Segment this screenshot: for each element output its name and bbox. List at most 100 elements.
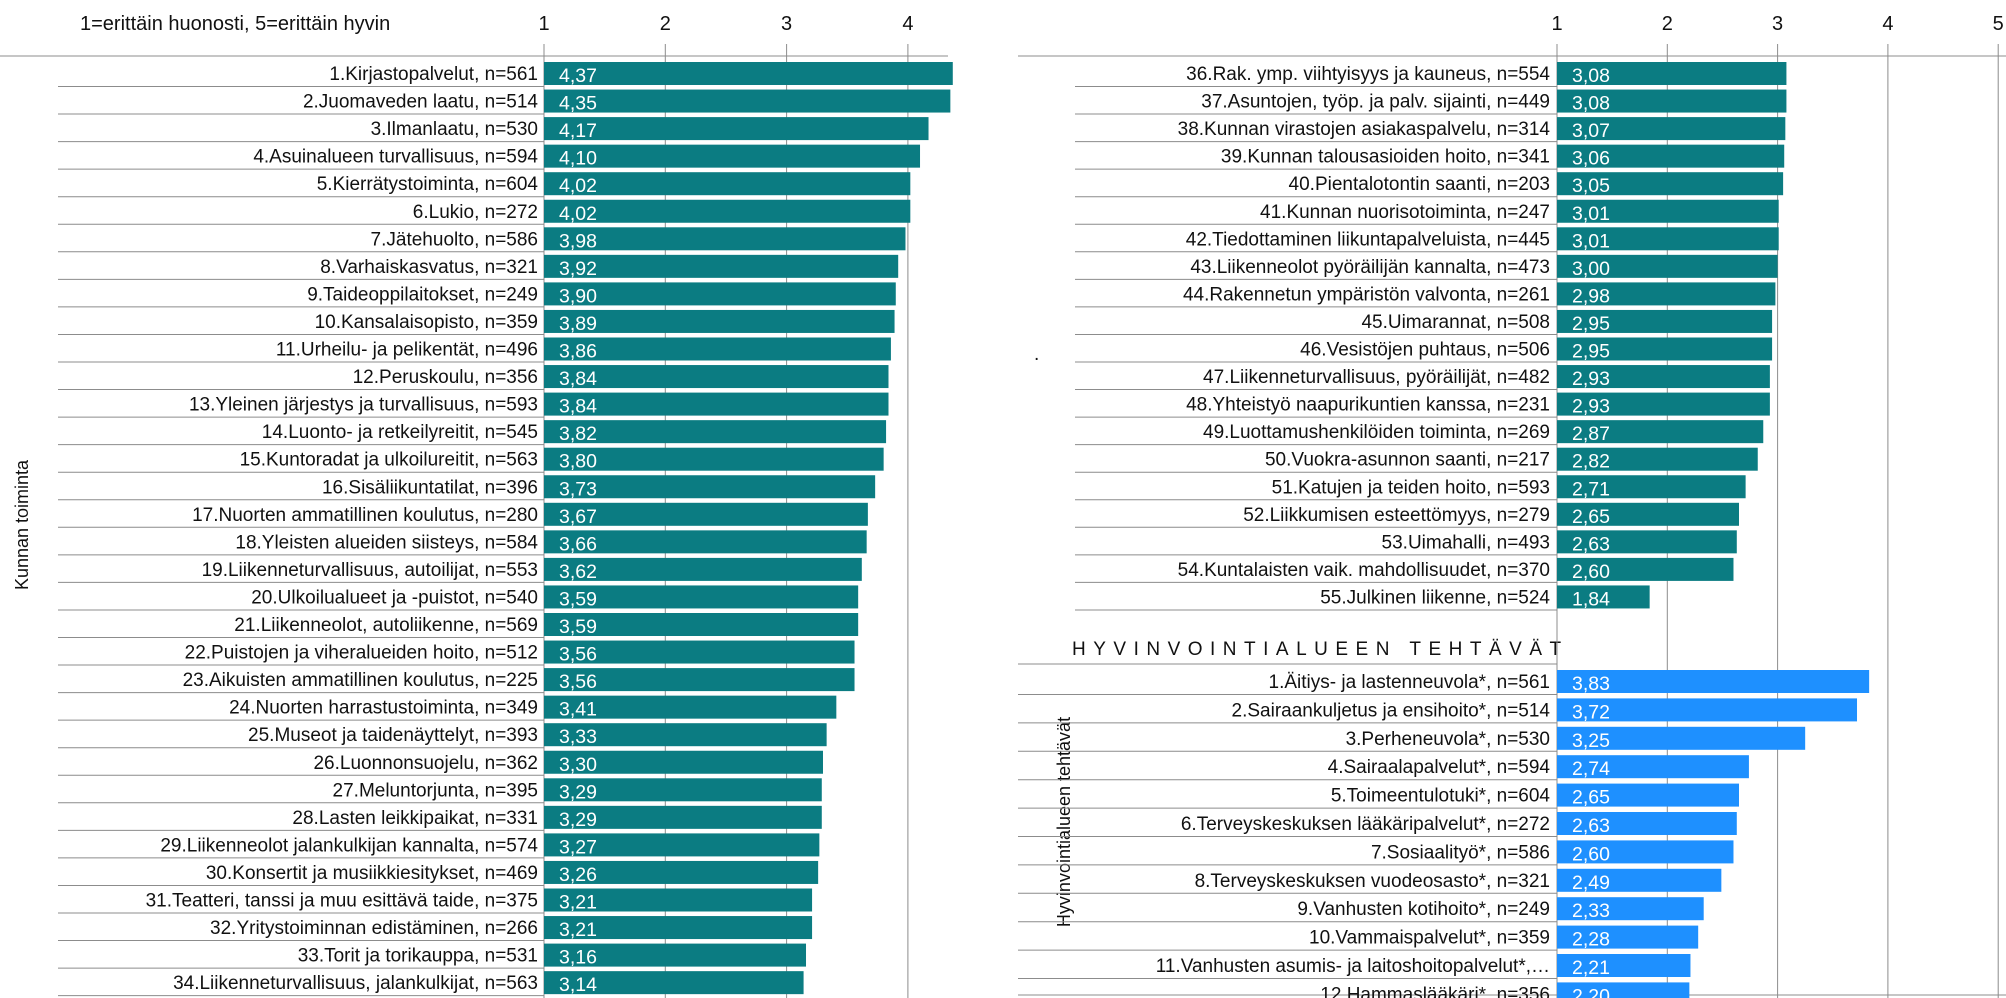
bar [544,89,951,113]
value-label: 3,92 [559,258,597,280]
bar [544,695,837,719]
value-label: 3,56 [559,644,597,666]
category-label: 47.Liikenneturvallisuus, pyöräilijät, n=… [1203,367,1550,388]
value-label: 3,56 [559,671,597,693]
value-label: 3,59 [559,588,597,610]
bar [544,640,855,664]
bar [544,172,911,196]
bar-panel-left: 1.Kirjastopalvelut, n=561 4,37 2.Juomavede… [58,62,953,997]
bar [1557,530,1737,554]
category-label: 4.Sairaalapalvelut*, n=594 [1328,757,1551,778]
value-label: 3,80 [559,451,597,473]
category-label: 51.Katujen ja teiden hoito, n=593 [1272,477,1550,498]
value-label: 3,08 [1572,93,1610,115]
bar [544,392,889,416]
value-label: 3,84 [559,368,597,390]
category-label: 6.Terveyskeskuksen lääkäripalvelut*, n=2… [1181,814,1550,835]
value-label: 2,65 [1572,787,1610,809]
value-label: 2,63 [1572,815,1610,837]
value-label: 3,01 [1572,230,1610,252]
value-label: 3,90 [559,285,597,307]
bar [1557,502,1739,526]
category-label: 53.Uimahalli, n=493 [1382,532,1550,553]
section-header: HYVINVOINTIALUEEN TEHTÄVÄT [1072,639,1569,660]
bar [1557,475,1746,499]
category-label: 48.Yhteistyö naapurikuntien kanssa, n=23… [1186,395,1550,416]
category-label: 27.Meluntorjunta, n=395 [333,780,538,801]
bar [1557,227,1779,251]
value-label: 3,72 [1572,701,1610,723]
bar [544,282,896,306]
category-label: 37.Asuntojen, työp. ja palv. sijainti, n… [1201,92,1550,113]
bar [544,557,862,581]
bar [544,668,855,692]
value-label: 2,65 [1572,506,1610,528]
category-label: 11.Vanhusten asumis- ja laitoshoitopalve… [1156,956,1550,977]
bar [544,778,822,802]
value-label: 2,95 [1572,313,1610,335]
bar [544,254,899,278]
category-label: 34.Liikenneturvallisuus, jalankulkijat, … [173,973,538,994]
bar [1557,337,1773,361]
category-label: 11.Urheilu- ja pelikentät, n=496 [276,340,538,361]
bar [544,227,906,251]
value-label: 3,01 [1572,203,1610,225]
bar-panel-hyvinvointialue: 1.Äitiys- ja lastenneuvola*, n=561 3,83 2.… [1018,663,1870,998]
bar [544,530,867,554]
bar [1557,89,1787,113]
category-label: 23.Aikuisten ammatillinen koulutus, n=22… [183,670,538,691]
value-label: 2,82 [1572,451,1610,473]
bar [544,943,807,967]
category-label: 4.Asuinalueen turvallisuus, n=594 [253,147,538,168]
category-label: 52.Liikkumisen esteettömyys, n=279 [1243,505,1550,526]
value-label: 2,33 [1572,900,1610,922]
tick-label: 4 [1882,13,1893,35]
category-label: 6.Lukio, n=272 [413,202,538,223]
bar [1557,868,1722,892]
category-label: 2.Juomaveden laatu, n=514 [303,92,538,113]
category-label: 7.Jätehuolto, n=586 [371,229,538,250]
category-label: 50.Vuokra-asunnon saanti, n=217 [1265,450,1550,471]
value-label: 2,20 [1572,985,1610,998]
category-label: 12.Peruskoulu, n=356 [353,367,538,388]
tick-label: 3 [1772,13,1783,35]
category-label: 36.Rak. ymp. viihtyisyys ja kauneus, n=5… [1186,64,1550,85]
bar [1557,840,1734,864]
category-label: 30.Konsertit ja musiikkiesitykset, n=469 [206,863,538,884]
bar [544,502,868,526]
value-label: 3,73 [559,478,597,500]
value-label: 3,83 [1572,673,1610,695]
bar [1557,557,1734,581]
value-label: 3,82 [559,423,597,445]
value-label: 2,93 [1572,368,1610,390]
value-label: 2,28 [1572,929,1610,951]
value-label: 3,16 [559,947,597,969]
bar [544,585,859,609]
value-label: 3,05 [1572,175,1610,197]
bar [1557,62,1787,85]
value-label: 3,33 [559,726,597,748]
category-label: 8.Terveyskeskuksen vuodeosasto*, n=321 [1195,871,1550,892]
bar [1557,254,1778,278]
tick-label: 2 [660,13,671,35]
category-label: 12.Hammaslääkäri*, n=356 [1320,984,1550,998]
category-label: 43.Liikenneolot pyöräilijän kannalta, n=… [1190,257,1550,278]
tick-label: 1 [1551,13,1562,35]
category-label: 5.Kierrätystoiminta, n=604 [317,174,539,195]
bar [544,117,929,141]
value-label: 2,60 [1572,843,1610,865]
bar [544,888,813,912]
value-label: 4,10 [559,148,597,170]
category-label: 55.Julkinen liikenne, n=524 [1320,587,1550,608]
bar [544,420,887,444]
bar [544,309,895,333]
bar [544,805,822,829]
value-label: 2,93 [1572,396,1610,418]
category-label: 46.Vesistöjen puhtaus, n=506 [1300,340,1550,361]
value-label: 4,17 [559,120,597,142]
value-label: 3,30 [559,754,597,776]
category-label: 3.Ilmanlaatu, n=530 [371,119,538,140]
bar [1557,585,1650,609]
value-label: 3,21 [559,919,597,941]
value-label: 3,29 [559,781,597,803]
